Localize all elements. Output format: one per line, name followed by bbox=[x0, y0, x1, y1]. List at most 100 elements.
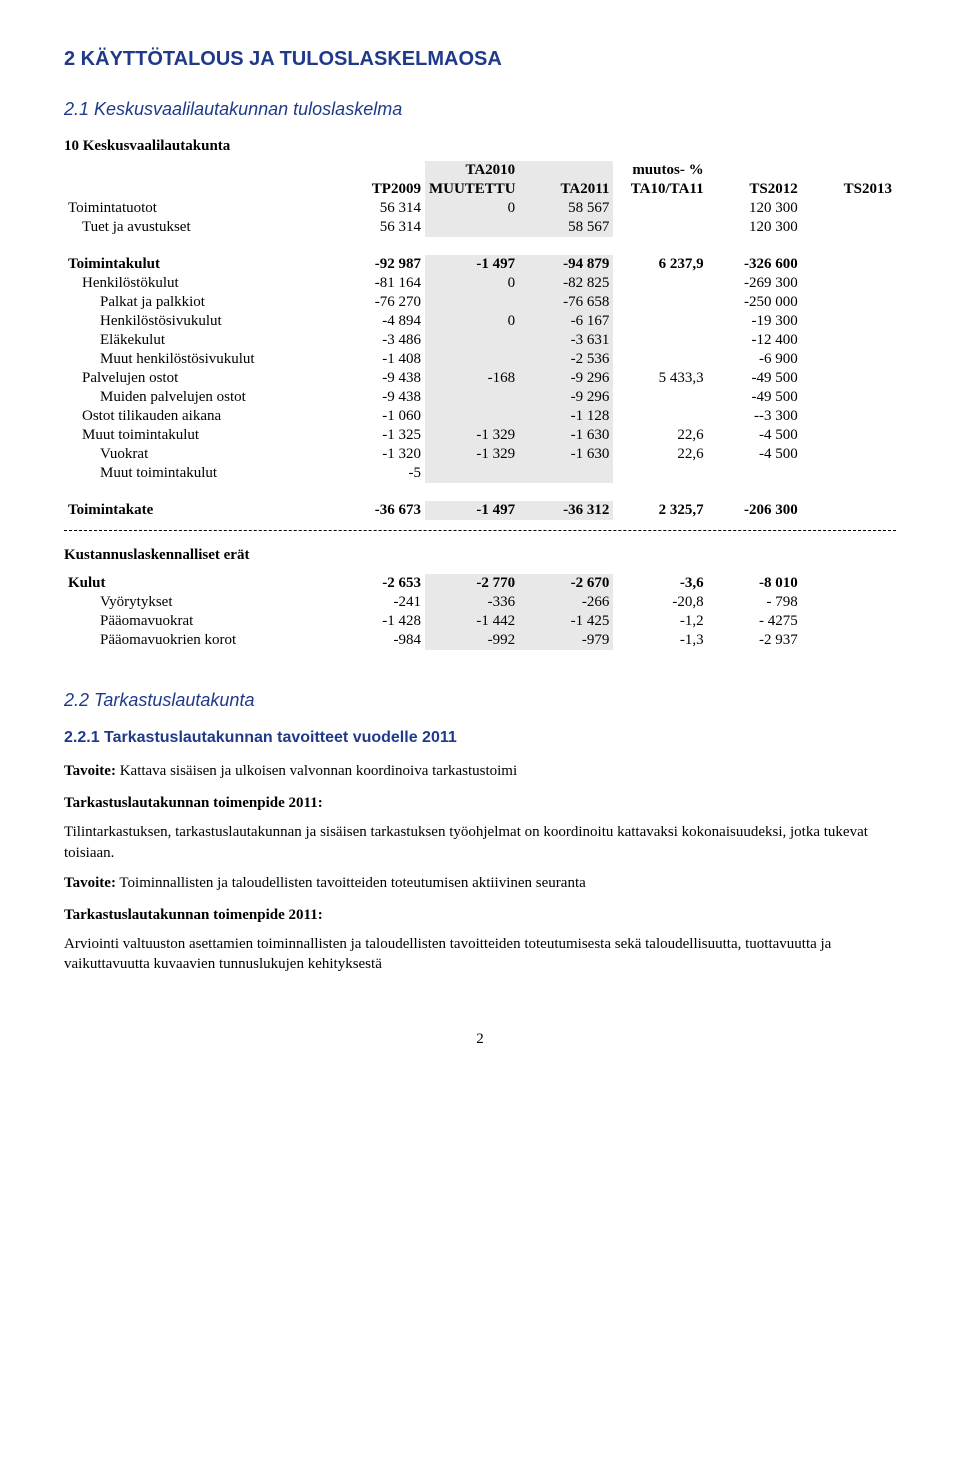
cell: -4 500 bbox=[708, 445, 802, 464]
cell: -2 937 bbox=[708, 631, 802, 650]
cell bbox=[802, 255, 896, 274]
table-row: Ostot tilikauden aikana-1 060-1 128--3 3… bbox=[64, 407, 896, 426]
cell: -1 060 bbox=[331, 407, 425, 426]
cell: -1 497 bbox=[425, 501, 519, 520]
cell: -3 486 bbox=[331, 331, 425, 350]
header-tp2009: TP2009 bbox=[331, 180, 425, 199]
table-row: Muut toimintakulut-1 325-1 329-1 63022,6… bbox=[64, 426, 896, 445]
cell: 120 300 bbox=[708, 218, 802, 237]
toimenpide-2-label: Tarkastuslautakunnan toimenpide 2011: bbox=[64, 907, 896, 924]
cell: - 798 bbox=[708, 593, 802, 612]
header-muutos: muutos- % bbox=[613, 161, 707, 180]
header-empty bbox=[331, 161, 425, 180]
cell bbox=[519, 464, 613, 483]
table-row: Palvelujen ostot-9 438-168-9 2965 433,3-… bbox=[64, 369, 896, 388]
row-label: Ostot tilikauden aikana bbox=[64, 407, 331, 426]
cell: -992 bbox=[425, 631, 519, 650]
table-row: Toimintakate -36 673 -1 497 -36 312 2 32… bbox=[64, 501, 896, 520]
cell bbox=[425, 464, 519, 483]
header-blank bbox=[64, 161, 331, 180]
cell bbox=[802, 218, 896, 237]
cell: 5 433,3 bbox=[613, 369, 707, 388]
table-row: Muiden palvelujen ostot-9 438-9 296-49 5… bbox=[64, 388, 896, 407]
cell: -4 500 bbox=[708, 426, 802, 445]
body-2: Arviointi valtuuston asettamien toiminna… bbox=[64, 934, 896, 975]
cell bbox=[802, 331, 896, 350]
row-label: Muut toimintakulut bbox=[64, 464, 331, 483]
cell bbox=[613, 293, 707, 312]
cell: 0 bbox=[425, 274, 519, 293]
cell bbox=[802, 199, 896, 218]
cell: -1,2 bbox=[613, 612, 707, 631]
cell bbox=[802, 593, 896, 612]
cell: -1 630 bbox=[519, 426, 613, 445]
table-row: Pääomavuokrat-1 428-1 442-1 425-1,2- 427… bbox=[64, 612, 896, 631]
table-row: Pääomavuokrien korot-984-992-979-1,3-2 9… bbox=[64, 631, 896, 650]
cell: -6 167 bbox=[519, 312, 613, 331]
cell: -49 500 bbox=[708, 369, 802, 388]
cell bbox=[613, 274, 707, 293]
cell bbox=[708, 464, 802, 483]
tavoite-prefix: Tavoite: bbox=[64, 875, 116, 891]
section-2-2-heading: 2.2 Tarkastuslautakunta bbox=[64, 690, 896, 711]
cell: 0 bbox=[425, 199, 519, 218]
row-label: Henkilöstösivukulut bbox=[64, 312, 331, 331]
row-label: Muut henkilöstösivukulut bbox=[64, 350, 331, 369]
dashed-divider bbox=[64, 530, 896, 531]
cell: 120 300 bbox=[708, 199, 802, 218]
kust-title: Kustannuslaskennalliset erät bbox=[64, 547, 896, 564]
cell: -2 770 bbox=[425, 574, 519, 593]
header-empty bbox=[802, 161, 896, 180]
kust-table: Kulut-2 653-2 770-2 670-3,6-8 010Vyöryty… bbox=[64, 574, 896, 650]
cell: -3,6 bbox=[613, 574, 707, 593]
cell: -8 010 bbox=[708, 574, 802, 593]
cell: -336 bbox=[425, 593, 519, 612]
cell: -5 bbox=[331, 464, 425, 483]
cell bbox=[802, 574, 896, 593]
cell: -9 296 bbox=[519, 388, 613, 407]
cell bbox=[425, 331, 519, 350]
cell bbox=[802, 631, 896, 650]
table-row: Henkilöstökulut-81 1640-82 825-269 300 bbox=[64, 274, 896, 293]
cell bbox=[802, 612, 896, 631]
cell: -94 879 bbox=[519, 255, 613, 274]
cell bbox=[425, 293, 519, 312]
cell: -1 320 bbox=[331, 445, 425, 464]
cell: -1 428 bbox=[331, 612, 425, 631]
cell: 0 bbox=[425, 312, 519, 331]
row-label: Palvelujen ostot bbox=[64, 369, 331, 388]
cell: -82 825 bbox=[519, 274, 613, 293]
cell: 56 314 bbox=[331, 218, 425, 237]
section-2-1-heading: 2.1 Keskusvaalilautakunnan tuloslaskelma bbox=[64, 99, 896, 120]
cell: 22,6 bbox=[613, 426, 707, 445]
cell: -4 894 bbox=[331, 312, 425, 331]
cell bbox=[613, 350, 707, 369]
cell: -250 000 bbox=[708, 293, 802, 312]
cell: 56 314 bbox=[331, 199, 425, 218]
cell: -168 bbox=[425, 369, 519, 388]
cell: -1 329 bbox=[425, 445, 519, 464]
cell bbox=[802, 426, 896, 445]
row-label: Toimintakulut bbox=[64, 255, 331, 274]
cell: -206 300 bbox=[708, 501, 802, 520]
cell: -92 987 bbox=[331, 255, 425, 274]
table-row: Henkilöstösivukulut-4 8940-6 167-19 300 bbox=[64, 312, 896, 331]
cell: -76 270 bbox=[331, 293, 425, 312]
cell: -1,3 bbox=[613, 631, 707, 650]
cell bbox=[802, 312, 896, 331]
cell: 6 237,9 bbox=[613, 255, 707, 274]
income-table: TA2010 muutos- % TP2009 MUUTETTU TA2011 … bbox=[64, 161, 896, 237]
cell bbox=[613, 388, 707, 407]
cell: -269 300 bbox=[708, 274, 802, 293]
tavoite-1: Tavoite: Kattava sisäisen ja ulkoisen va… bbox=[64, 761, 896, 781]
cell: -1 425 bbox=[519, 612, 613, 631]
toimenpide-1-label: Tarkastuslautakunnan toimenpide 2011: bbox=[64, 795, 896, 812]
header-ta2011: TA2011 bbox=[519, 180, 613, 199]
cell: -2 536 bbox=[519, 350, 613, 369]
row-label: Toimintatuotot bbox=[64, 199, 331, 218]
row-label: Henkilöstökulut bbox=[64, 274, 331, 293]
cell: 2 325,7 bbox=[613, 501, 707, 520]
table-header-row-1: TA2010 muutos- % bbox=[64, 161, 896, 180]
cell bbox=[613, 218, 707, 237]
cell bbox=[425, 218, 519, 237]
